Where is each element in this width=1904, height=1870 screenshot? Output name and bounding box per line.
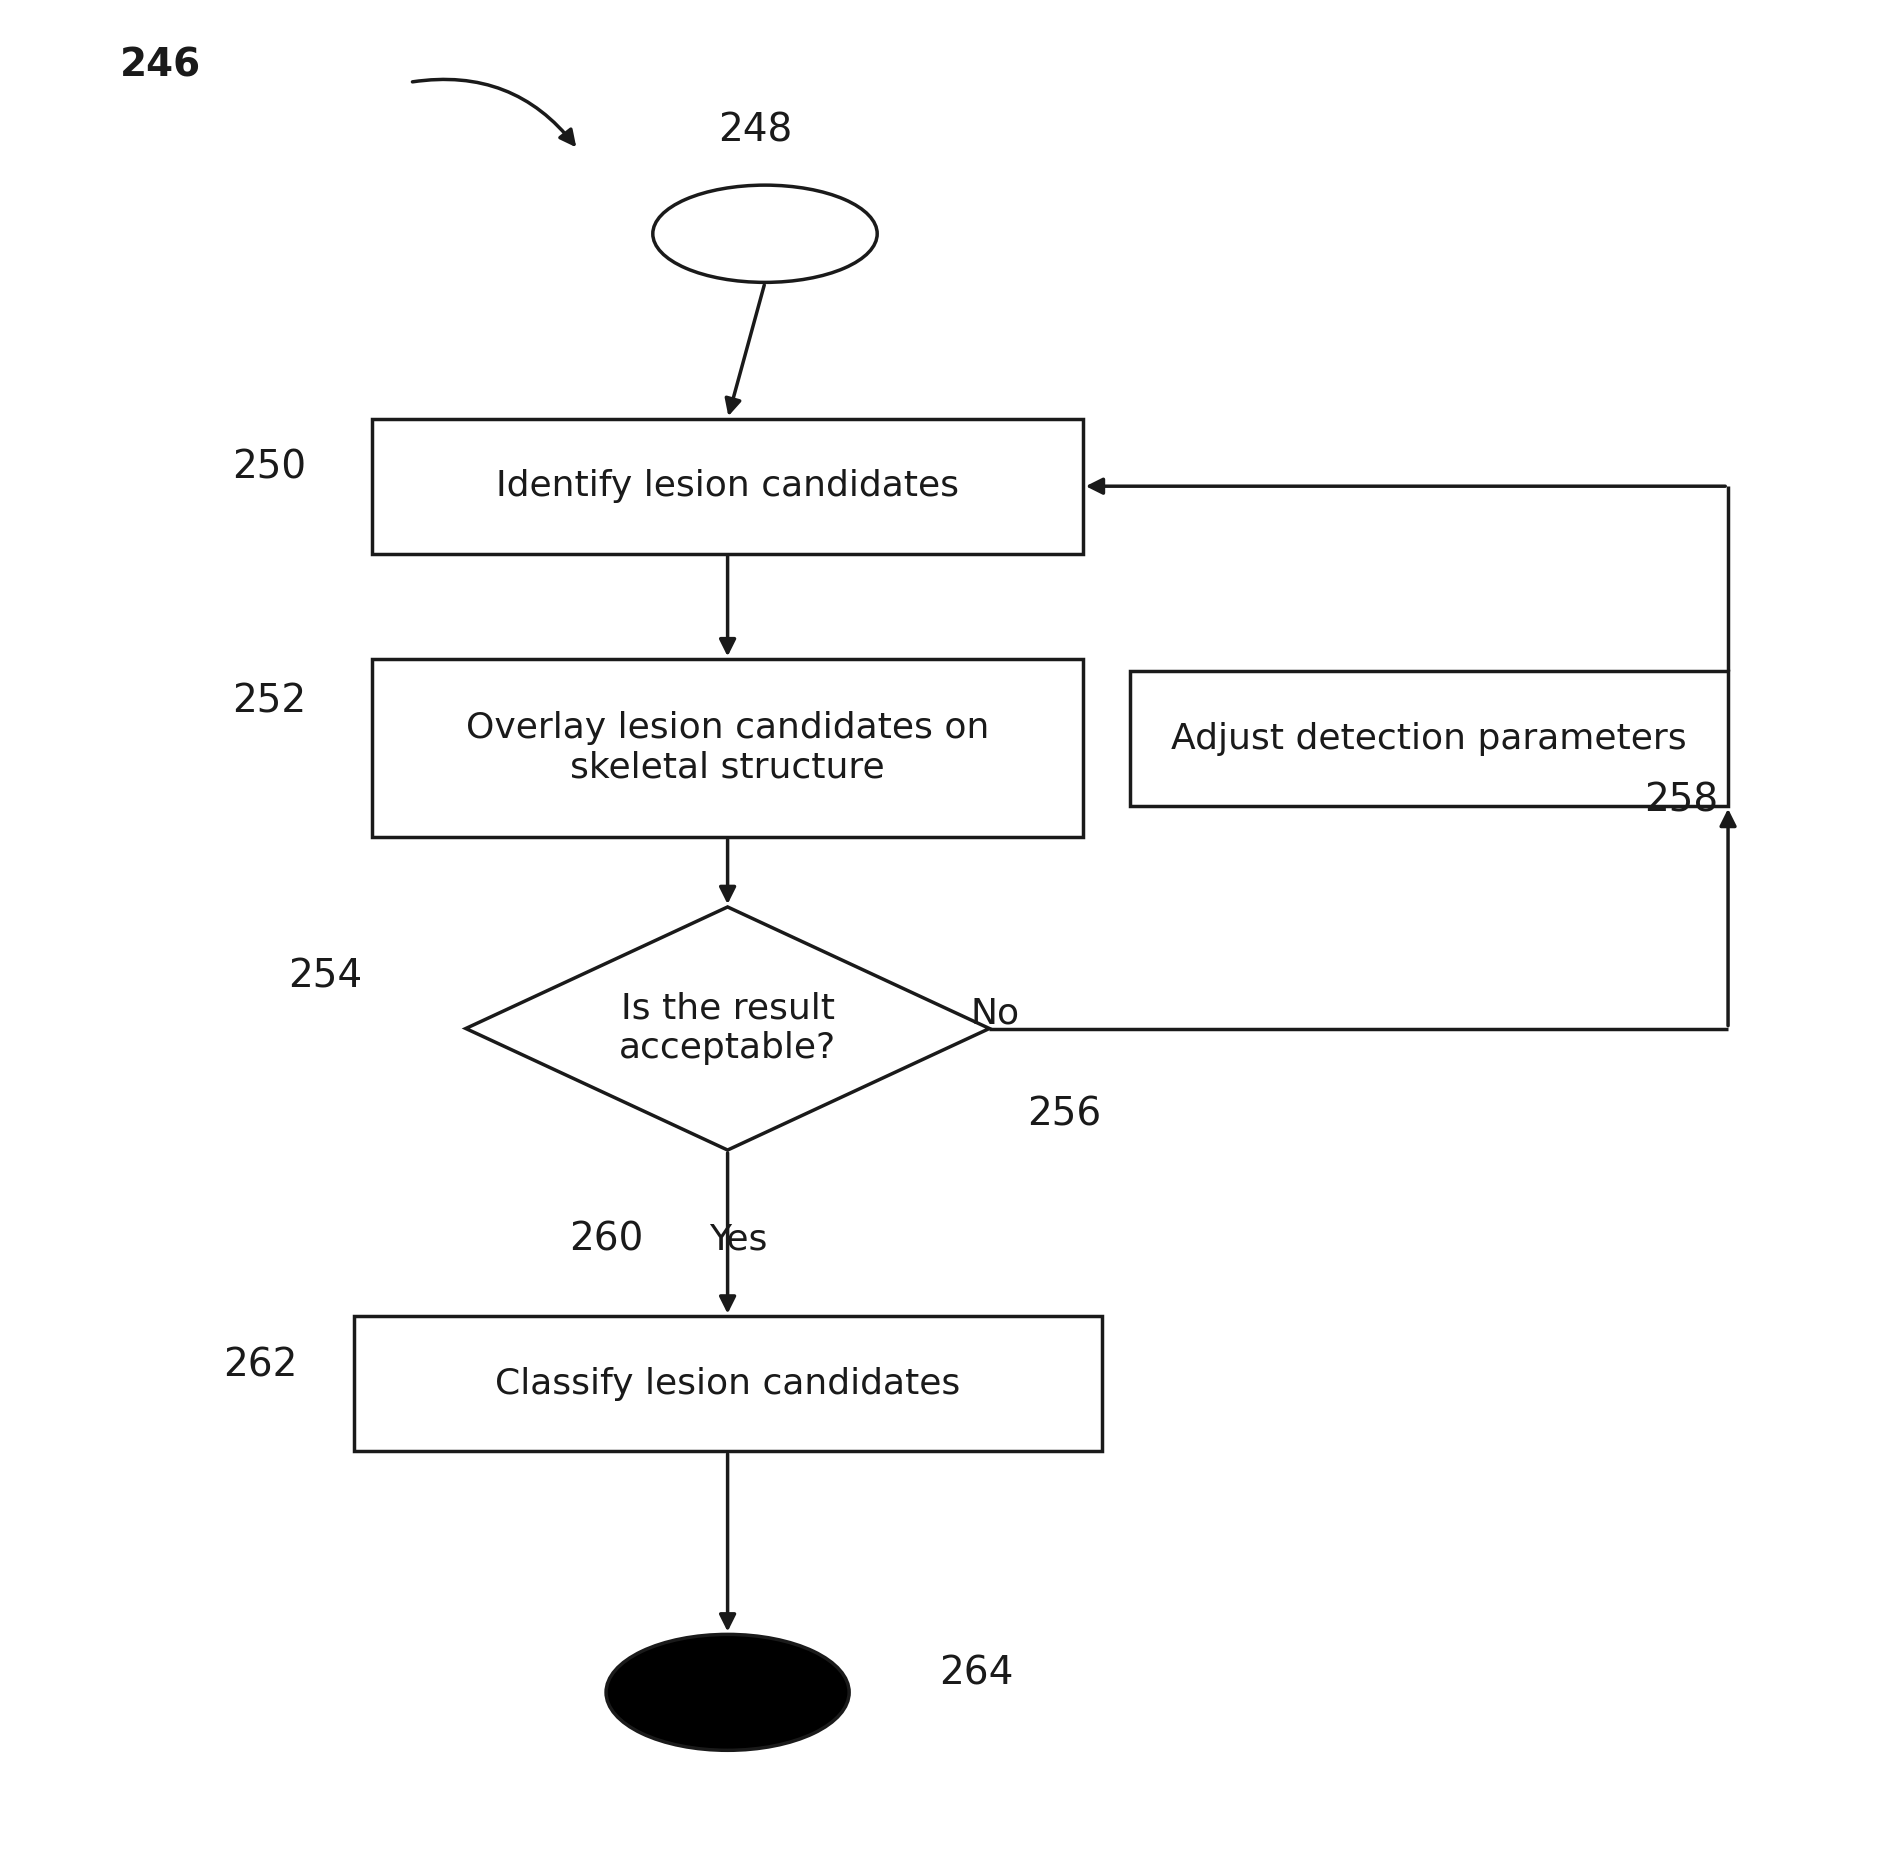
Text: Is the result
acceptable?: Is the result acceptable?	[619, 991, 836, 1066]
Text: 254: 254	[288, 957, 362, 995]
Ellipse shape	[605, 1634, 849, 1750]
FancyBboxPatch shape	[373, 419, 1083, 554]
Text: Classify lesion candidates: Classify lesion candidates	[495, 1367, 960, 1401]
Text: 250: 250	[232, 449, 307, 486]
Text: Yes: Yes	[708, 1223, 767, 1257]
Text: 258: 258	[1643, 782, 1717, 819]
Text: 264: 264	[939, 1655, 1013, 1692]
Text: Overlay lesion candidates on
skeletal structure: Overlay lesion candidates on skeletal st…	[466, 711, 990, 785]
Text: 248: 248	[718, 112, 792, 150]
Polygon shape	[466, 907, 990, 1150]
Text: 262: 262	[223, 1346, 297, 1384]
Text: 256: 256	[1026, 1096, 1101, 1133]
FancyBboxPatch shape	[373, 658, 1083, 838]
Text: Identify lesion candidates: Identify lesion candidates	[497, 469, 960, 503]
Text: 246: 246	[120, 47, 202, 84]
Text: Adjust detection parameters: Adjust detection parameters	[1171, 722, 1687, 755]
FancyBboxPatch shape	[1129, 671, 1729, 806]
FancyBboxPatch shape	[354, 1316, 1102, 1451]
Text: No: No	[971, 997, 1021, 1030]
Ellipse shape	[653, 185, 878, 282]
Text: 260: 260	[569, 1221, 644, 1259]
Text: 252: 252	[232, 683, 307, 720]
